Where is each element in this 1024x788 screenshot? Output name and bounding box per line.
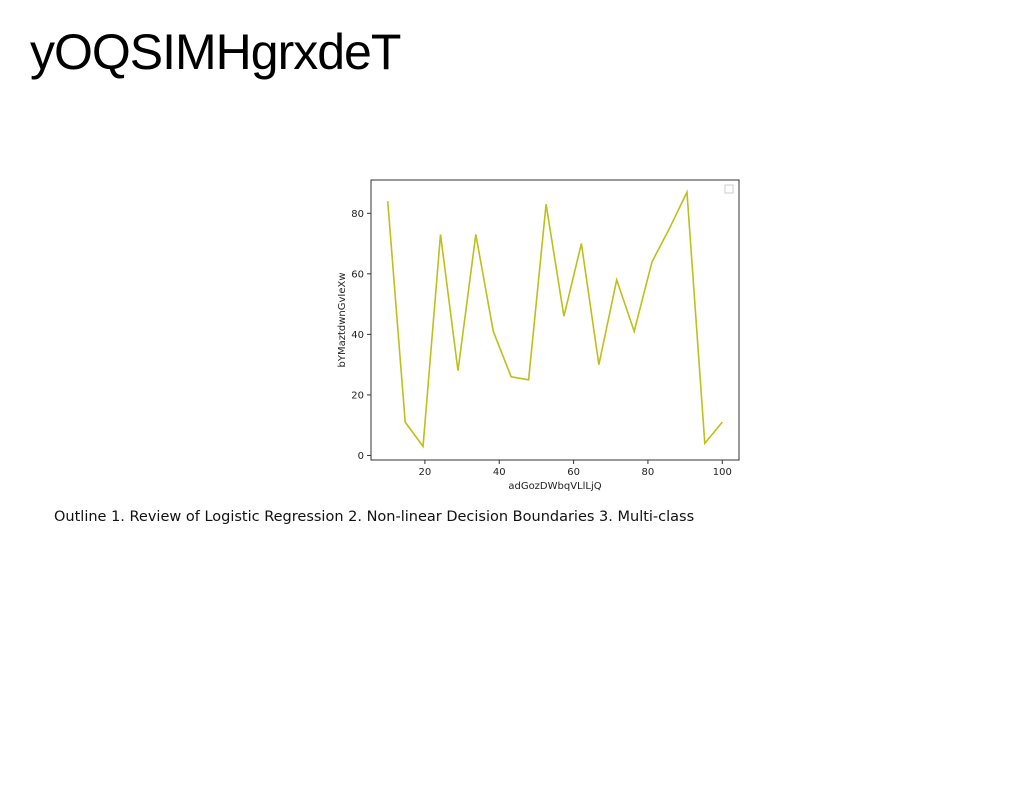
y-tick-label: 20: [351, 390, 364, 401]
y-axis-ticks: 0 20 40 60 80: [351, 209, 371, 462]
x-tick-label: 40: [493, 467, 506, 478]
y-tick-label: 0: [358, 451, 364, 462]
line-chart: 20 40 60 80 100 0 20 40 60 80 adGozDWbqVLlLjQ bY…: [330, 170, 750, 500]
x-tick-label: 60: [567, 467, 580, 478]
y-tick-label: 60: [351, 269, 364, 280]
x-tick-label: 80: [642, 467, 655, 478]
plot-area-frame: [370, 179, 740, 461]
page-title: yOQSIMHgrxdeT: [30, 24, 401, 80]
x-axis-ticks: 20 40 60 80 100: [419, 460, 732, 478]
legend-box: [724, 184, 734, 194]
y-tick-label: 80: [351, 209, 364, 220]
y-tick-label: 40: [351, 330, 364, 341]
chart-svg: 20 40 60 80 100 0 20 40 60 80 adGozDWbqVLlLjQ bY…: [337, 179, 740, 492]
x-tick-label: 20: [419, 467, 432, 478]
outline-caption: Outline 1. Review of Logistic Regression…: [54, 509, 695, 525]
y-axis-label: bYMaztdwnGvIeXw: [337, 272, 348, 367]
series-line: [386, 189, 723, 449]
x-tick-label: 100: [713, 467, 732, 478]
x-axis-label: adGozDWbqVLlLjQ: [508, 481, 601, 492]
